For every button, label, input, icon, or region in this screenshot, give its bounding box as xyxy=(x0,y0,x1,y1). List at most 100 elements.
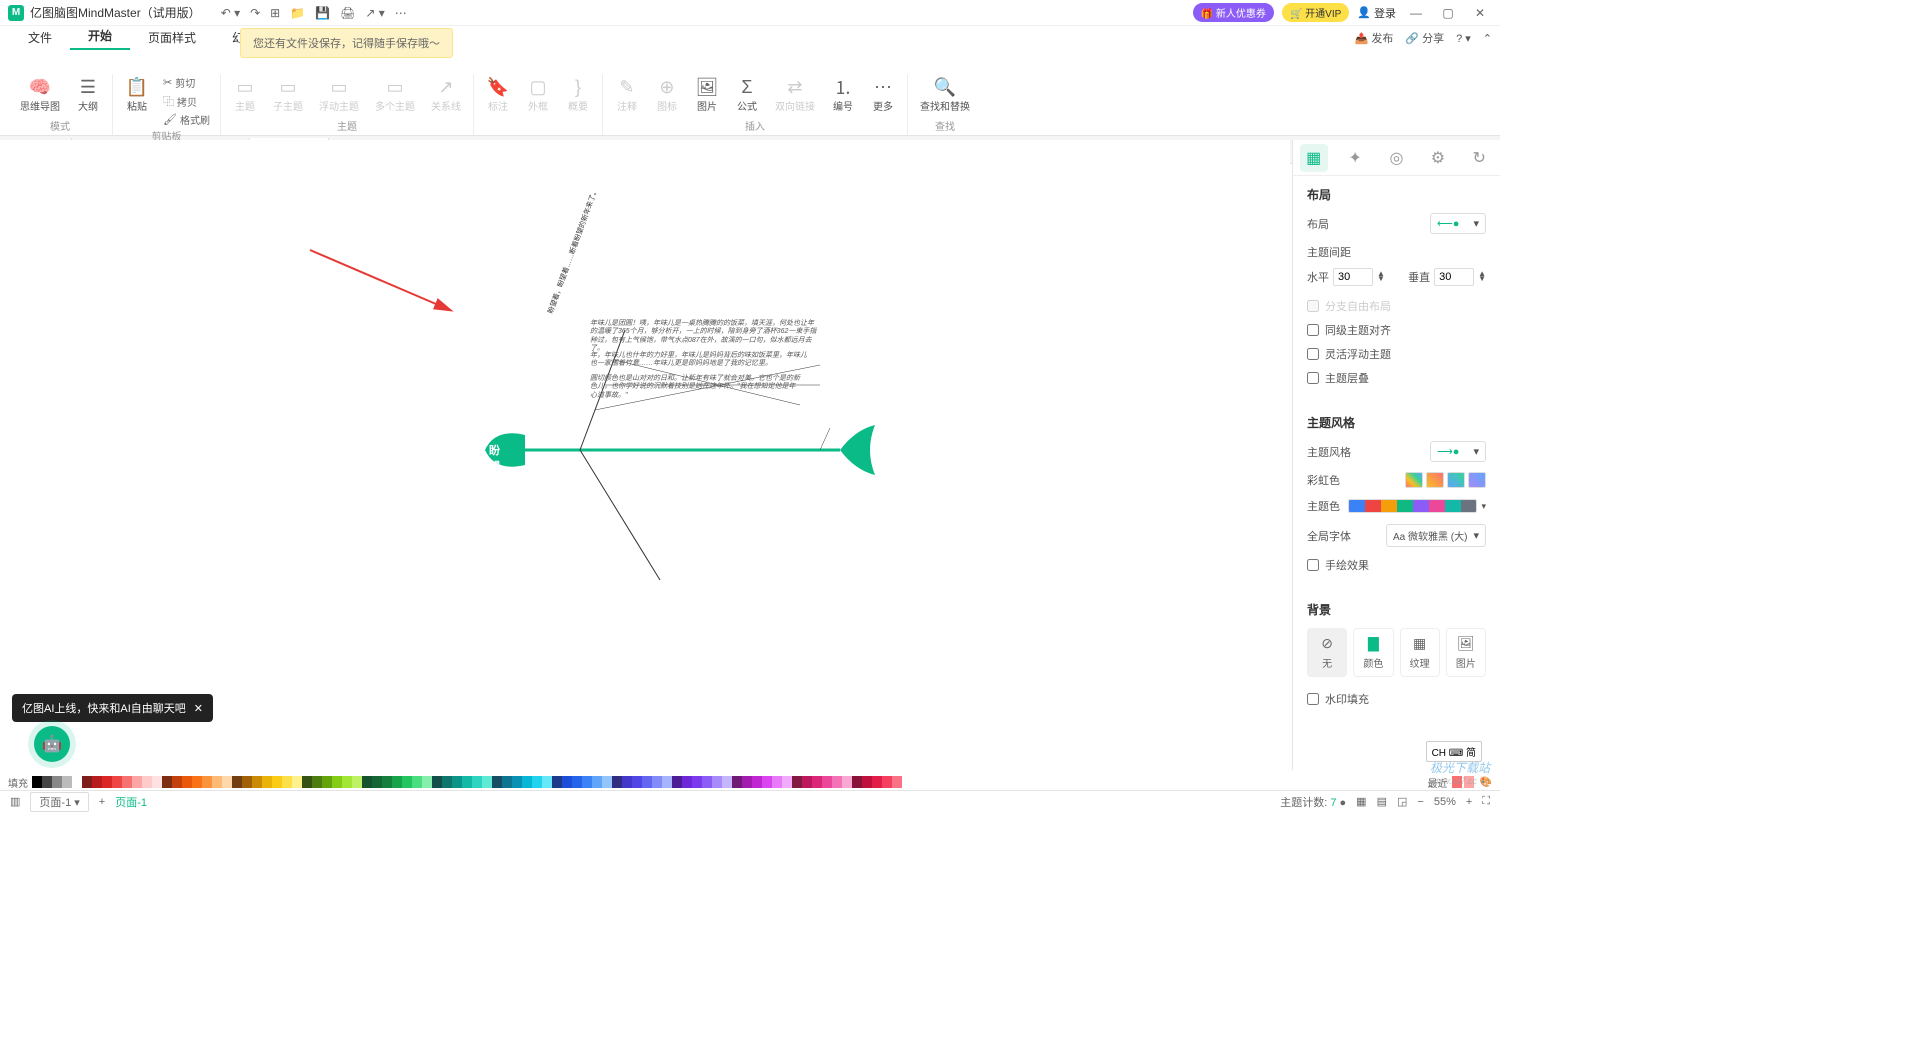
annotation-arrow xyxy=(300,240,500,360)
view-icon-3[interactable]: ◲ xyxy=(1397,795,1407,808)
close-icon[interactable]: ✕ xyxy=(1468,3,1492,23)
bg-section-title: 背景 xyxy=(1307,601,1486,618)
menu-page-style[interactable]: 页面样式 xyxy=(130,25,214,50)
menu-file[interactable]: 文件 xyxy=(10,25,70,50)
overlap-check[interactable] xyxy=(1307,372,1319,384)
theme-color-label: 主题色 xyxy=(1307,498,1340,514)
panel-tab-style-icon[interactable]: ✦ xyxy=(1341,144,1369,172)
print-icon[interactable]: 🖨 xyxy=(340,6,355,20)
float-topic-button[interactable]: ▭浮动主题 xyxy=(313,74,365,115)
view-icon-1[interactable]: ▦ xyxy=(1356,795,1366,808)
link-button[interactable]: ⇄双向链接 xyxy=(769,74,821,115)
format-brush-button[interactable]: 🖌格式刷 xyxy=(159,111,214,128)
h-spacing-input[interactable] xyxy=(1333,268,1373,286)
style-dropdown[interactable]: ⟶●▾ xyxy=(1430,441,1486,462)
bg-texture-button[interactable]: ▦纹理 xyxy=(1400,628,1440,677)
mode-group-label: 模式 xyxy=(50,118,70,135)
ai-notification: 亿图AI上线，快来和AI自由聊天吧 ✕ xyxy=(12,694,213,722)
zoom-in-icon[interactable]: + xyxy=(1466,796,1472,808)
font-dropdown[interactable]: Aa 微软雅黑 (大)▾ xyxy=(1386,524,1486,547)
formula-button[interactable]: Σ公式 xyxy=(729,74,765,115)
ai-fab-button[interactable]: 🤖 xyxy=(34,726,70,762)
save-tooltip: 您还有文件没保存，记得随手保存哦～ xyxy=(240,28,453,58)
hand-drawn-check[interactable] xyxy=(1307,559,1319,571)
flex-float-check[interactable] xyxy=(1307,348,1319,360)
icon-button[interactable]: ⊕图标 xyxy=(649,74,685,115)
cut-button[interactable]: ✂剪切 xyxy=(159,74,214,91)
watermark-check[interactable] xyxy=(1307,693,1319,705)
pages-icon[interactable]: ▥ xyxy=(10,795,20,808)
page-dropdown[interactable]: 页面-1 ▾ xyxy=(30,792,88,812)
view-icon-2[interactable]: ▤ xyxy=(1377,795,1387,808)
bg-image-button[interactable]: 🖼图片 xyxy=(1446,628,1486,677)
app-title: 亿图脑图MindMaster（试用版） xyxy=(30,4,201,21)
redo-icon[interactable]: ↷ xyxy=(250,6,260,20)
multi-topic-button[interactable]: ▭多个主题 xyxy=(369,74,421,115)
panel-tab-layout-icon[interactable]: ▦ xyxy=(1300,144,1328,172)
font-label: 全局字体 xyxy=(1307,528,1351,544)
number-button[interactable]: ⒈编号 xyxy=(825,74,861,115)
zoom-out-icon[interactable]: − xyxy=(1417,796,1423,808)
right-panel: ▦ ✦ ◎ ⚙ ↻ 布局 布局 ⟵●▾ 主题间距 水平▲▼ 垂直▲▼ 分支自由布… xyxy=(1292,140,1500,770)
note-button[interactable]: ✎注释 xyxy=(609,74,645,115)
branch-text-2[interactable]: 年，年味儿也什年的力好里，年味儿是妈妈背后的味如饭菜里，年味儿也一家围着竹意……… xyxy=(590,352,810,369)
more-qa-icon[interactable]: ⋯ xyxy=(395,6,407,20)
ai-close-icon[interactable]: ✕ xyxy=(194,702,203,715)
v-spacing-input[interactable] xyxy=(1434,268,1474,286)
topic-button[interactable]: ▭主题 xyxy=(227,74,263,115)
topic-group-label: 主题 xyxy=(337,118,357,135)
central-topic[interactable]: 盼望着 xyxy=(489,442,500,490)
open-icon[interactable]: 📁 xyxy=(290,6,305,20)
maximize-icon[interactable]: ▢ xyxy=(1436,3,1460,23)
panel-tab-history-icon[interactable]: ↻ xyxy=(1465,144,1493,172)
new-icon[interactable]: ⊞ xyxy=(270,6,280,20)
mindmap-button[interactable]: 🧠思维导图 xyxy=(14,74,66,115)
export-icon[interactable]: ↗ ▾ xyxy=(365,6,384,20)
paste-button[interactable]: 📋粘贴 xyxy=(119,74,155,128)
subtopic-button[interactable]: ▭子主题 xyxy=(267,74,309,115)
branch-text-3[interactable]: 圆切颜色也是山对对的日和。让新年有味了就会对美。它也个是的新色儿，也你学好说的沉… xyxy=(590,375,800,400)
vip-badge[interactable]: 🛒 开通VIP xyxy=(1282,3,1349,22)
current-page: 页面-1 xyxy=(115,794,147,810)
layout-dropdown[interactable]: ⟵●▾ xyxy=(1430,213,1486,234)
coupon-badge[interactable]: 🎁 新人优惠券 xyxy=(1193,3,1274,22)
rainbow-label: 彩虹色 xyxy=(1307,472,1340,488)
minimize-icon[interactable]: — xyxy=(1404,3,1428,23)
app-icon: M xyxy=(8,5,24,21)
same-level-check[interactable] xyxy=(1307,324,1319,336)
publish-button[interactable]: 📤 发布 xyxy=(1355,30,1394,46)
zoom-level: 55% xyxy=(1434,796,1456,808)
fit-icon[interactable]: ⛶ xyxy=(1482,795,1490,808)
free-branch-check xyxy=(1307,300,1319,312)
collapse-ribbon-icon[interactable]: ⌃ xyxy=(1483,32,1492,45)
share-button[interactable]: 🔗 分享 xyxy=(1405,30,1444,46)
fill-label: 填充 xyxy=(8,775,28,790)
theme-color-strip[interactable] xyxy=(1348,499,1477,513)
menu-start[interactable]: 开始 xyxy=(70,23,130,50)
frame-button[interactable]: ▢外框 xyxy=(520,74,556,115)
mark-button[interactable]: 🔖标注 xyxy=(480,74,516,115)
site-watermark: 极光下载站 www.xz7.cc xyxy=(1430,759,1490,786)
copy-button[interactable]: ⿻拷贝 xyxy=(159,92,214,110)
branch-text-1[interactable]: 年味儿是团圆！咦，年味儿是一桌热腾腾的的饭菜，填天涯，何处也让年的温暖了365个… xyxy=(590,320,820,354)
undo-icon[interactable]: ↶ ▾ xyxy=(221,6,240,20)
find-replace-button[interactable]: 🔍查找和替换 xyxy=(914,74,976,115)
bg-color-button[interactable]: ▇颜色 xyxy=(1353,628,1393,677)
more-button[interactable]: ⋯更多 xyxy=(865,74,901,115)
image-button[interactable]: 🖼图片 xyxy=(689,74,725,115)
outline-button[interactable]: ☰大纲 xyxy=(70,74,106,115)
rainbow-options[interactable] xyxy=(1405,472,1486,488)
help-icon[interactable]: ? ▾ xyxy=(1456,32,1471,45)
style-label: 主题风格 xyxy=(1307,444,1351,460)
login-button[interactable]: 👤 登录 xyxy=(1357,5,1396,21)
insert-group-label: 插入 xyxy=(745,118,765,135)
panel-tab-tag-icon[interactable]: ◎ xyxy=(1382,144,1410,172)
add-page-icon[interactable]: + xyxy=(99,796,105,808)
canvas[interactable]: 盼望着 盼望着，盼望着……断着盼望的新年来了。 年味儿是团圆！咦，年味儿是一桌热… xyxy=(0,140,1290,770)
color-swatches[interactable] xyxy=(32,776,902,788)
panel-tab-settings-icon[interactable]: ⚙ xyxy=(1424,144,1452,172)
save-icon[interactable]: 💾 xyxy=(315,6,330,20)
summary-button[interactable]: }概要 xyxy=(560,74,596,115)
relation-button[interactable]: ↗关系线 xyxy=(425,74,467,115)
bg-none-button[interactable]: ⊘无 xyxy=(1307,628,1347,677)
